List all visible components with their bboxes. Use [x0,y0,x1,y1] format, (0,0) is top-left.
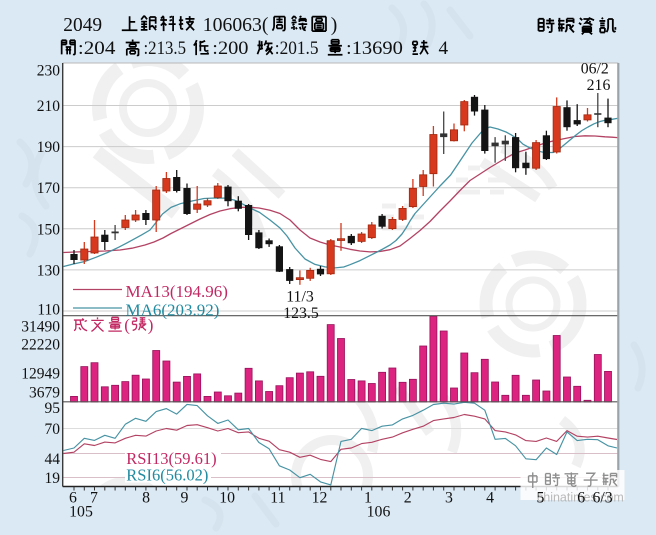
svg-text:170: 170 [37,180,61,197]
svg-text:44: 44 [45,451,61,468]
svg-text:11/3: 11/3 [286,289,314,306]
svg-text:RSI6(56.02): RSI6(56.02) [126,465,208,484]
svg-text:6: 6 [577,490,585,507]
svg-text::13690: :13690 [346,38,403,59]
svg-text:31490: 31490 [21,319,60,336]
svg-text:105: 105 [69,504,93,521]
svg-text:(: ( [124,316,130,335]
svg-text:MA13(194.96): MA13(194.96) [126,282,228,301]
svg-text:): ) [331,15,338,36]
svg-text:190: 190 [37,139,61,156]
svg-text:210: 210 [37,98,61,115]
svg-text:230: 230 [37,63,61,80]
svg-text:chinatimes.com: chinatimes.com [537,491,624,505]
svg-text::213.5: :213.5 [144,38,187,59]
svg-text:2049: 2049 [63,15,102,36]
svg-text:1: 1 [364,490,372,507]
svg-text:19: 19 [45,470,61,487]
svg-text:3: 3 [445,490,453,507]
svg-text::204: :204 [78,38,116,59]
svg-text::200: :200 [212,38,248,59]
svg-text:RSI13(59.61): RSI13(59.61) [126,449,216,468]
svg-text::201.5: :201.5 [275,38,319,59]
svg-text:150: 150 [37,221,61,238]
svg-text:106063(: 106063( [203,15,269,36]
svg-text:22220: 22220 [21,337,60,354]
svg-text:2: 2 [404,490,412,507]
svg-text:110: 110 [37,302,60,319]
svg-text:7: 7 [90,490,98,507]
svg-text:70: 70 [45,421,61,438]
svg-text:10: 10 [219,490,235,507]
svg-text:130: 130 [37,262,61,279]
svg-text:12: 12 [312,490,328,507]
svg-text:MA6(203.92): MA6(203.92) [126,300,220,319]
svg-text:123.5: 123.5 [283,305,319,322]
svg-text:4: 4 [439,38,449,59]
svg-text:9: 9 [181,490,189,507]
svg-text:6: 6 [69,490,77,507]
svg-text:106: 106 [367,504,391,521]
svg-text:6/3: 6/3 [593,490,613,507]
svg-text:5: 5 [536,490,544,507]
svg-text:8: 8 [142,490,150,507]
svg-text:): ) [148,316,154,335]
svg-text:11: 11 [270,490,285,507]
svg-text:4: 4 [486,490,494,507]
svg-text:95: 95 [45,400,61,417]
svg-text:12949: 12949 [21,366,60,383]
svg-text:216: 216 [587,77,611,94]
svg-text:06/2: 06/2 [581,61,609,78]
svg-text:3679: 3679 [29,385,60,402]
